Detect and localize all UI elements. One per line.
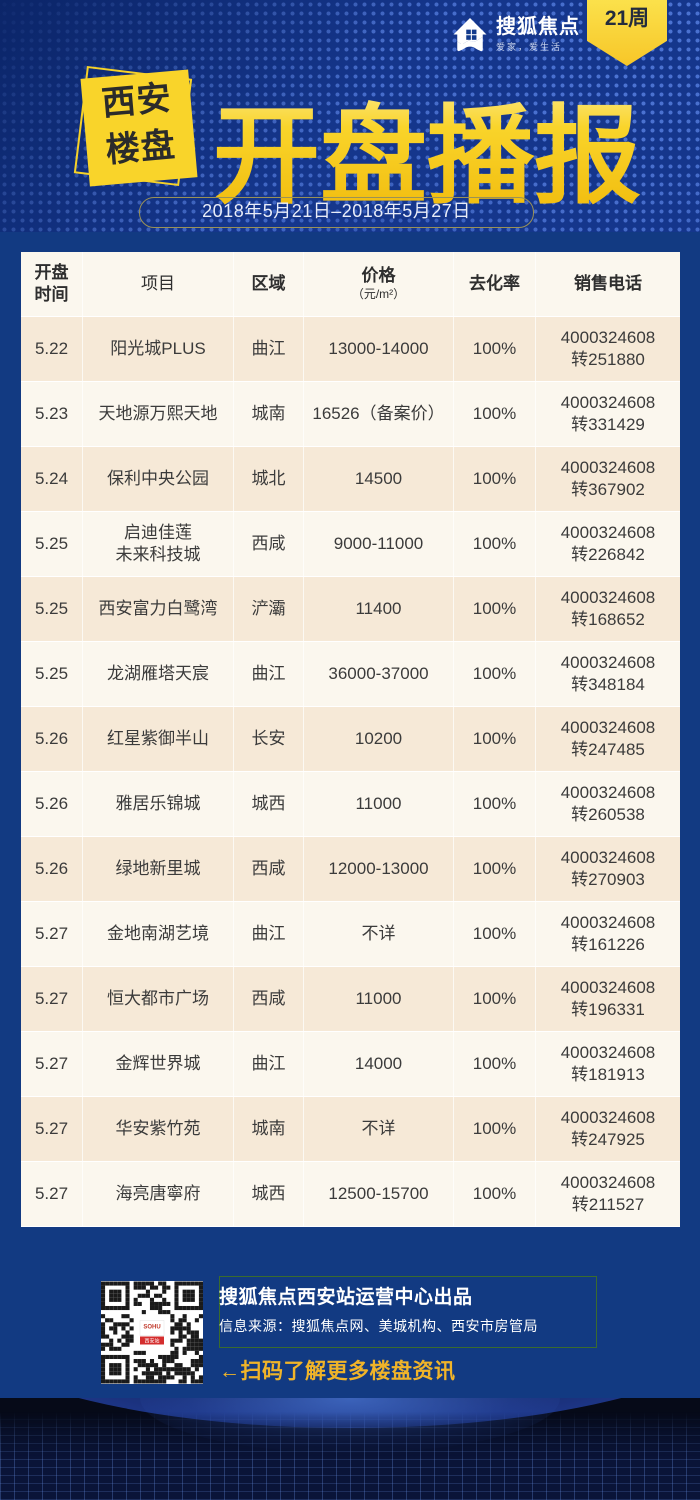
svg-text:西安站: 西安站 xyxy=(144,1338,159,1345)
svg-text:SOHU: SOHU xyxy=(143,1325,160,1331)
